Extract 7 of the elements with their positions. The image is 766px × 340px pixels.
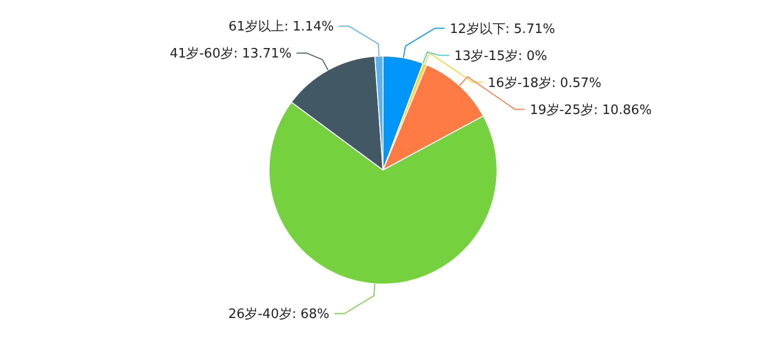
slice-label: 41岁-60岁: 13.71%	[170, 46, 292, 62]
slice-label: 12岁以下: 5.71%	[450, 22, 556, 37]
slice-label: 19岁-25岁: 10.86%	[530, 102, 652, 118]
legend-label: 13岁-15岁: 0%	[454, 48, 548, 64]
slice-label: 61岁以上: 1.14%	[228, 20, 334, 35]
slice-label: 16岁-18岁: 0.57%	[488, 76, 602, 91]
slice-label: 26岁-40岁: 68%	[228, 307, 330, 322]
